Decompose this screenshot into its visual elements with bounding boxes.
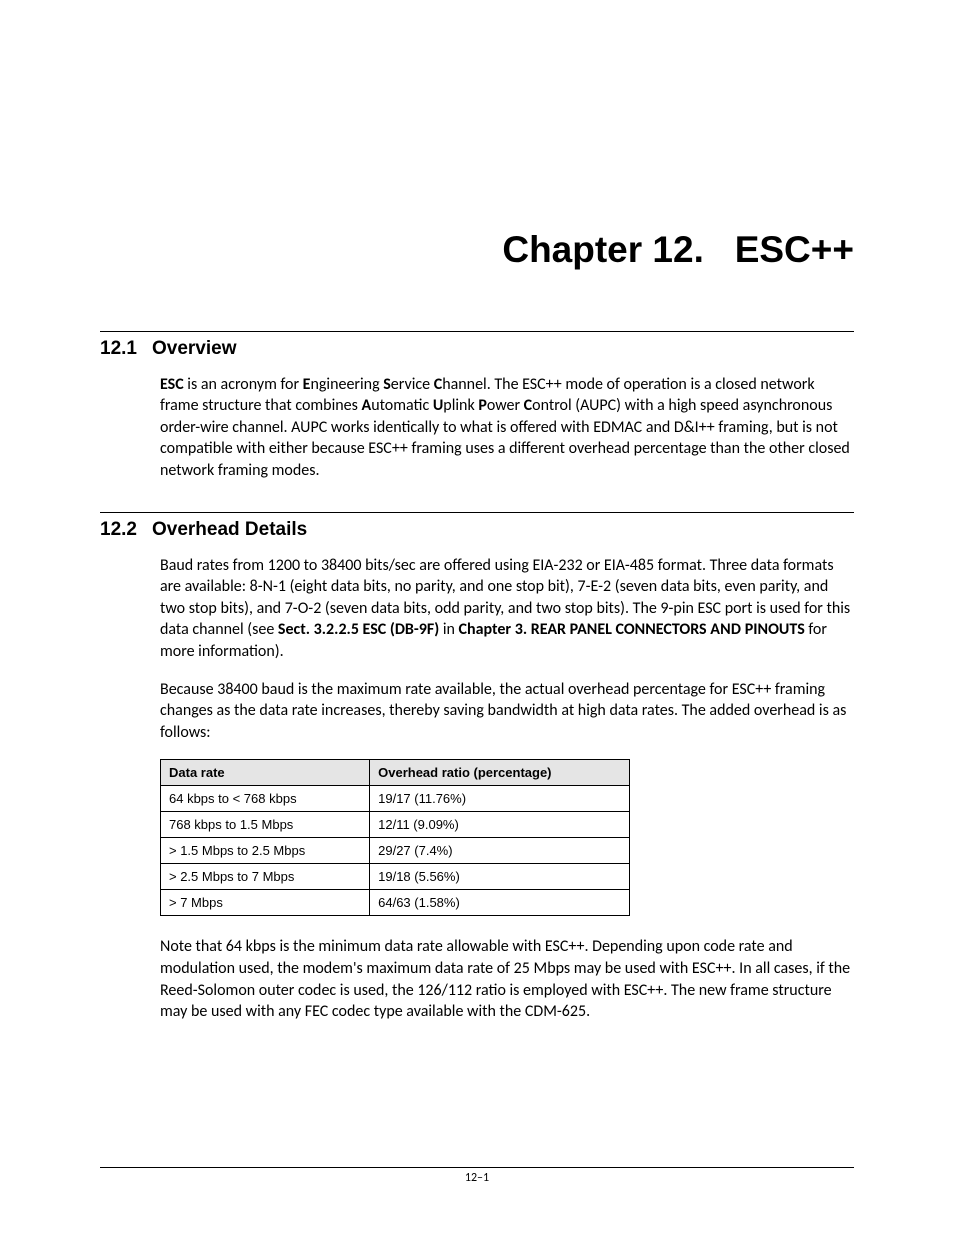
overview-body: ESC is an acronym for Engineering Servic… — [160, 374, 854, 482]
chapter-label: Chapter 12. — [502, 229, 704, 270]
cell-datarate: 768 kbps to 1.5 Mbps — [161, 812, 370, 838]
page-number: 12–1 — [100, 1171, 854, 1185]
cell-datarate: > 1.5 Mbps to 2.5 Mbps — [161, 838, 370, 864]
section-heading-overhead: 12.2 Overhead Details — [100, 519, 854, 541]
table-header-row: Data rate Overhead ratio (percentage) — [161, 760, 630, 786]
page: Chapter 12. ESC++ 12.1 Overview ESC is a… — [0, 0, 954, 1235]
table-row: > 1.5 Mbps to 2.5 Mbps 29/27 (7.4%) — [161, 838, 630, 864]
table-row: 768 kbps to 1.5 Mbps 12/11 (9.09%) — [161, 812, 630, 838]
overhead-table: Data rate Overhead ratio (percentage) 64… — [160, 759, 630, 916]
table-row: > 7 Mbps 64/63 (1.58%) — [161, 890, 630, 916]
chapter-name: ESC++ — [735, 229, 854, 270]
section-number: 12.1 — [100, 338, 152, 360]
esc-bold: ESC — [160, 375, 184, 394]
cell-overhead: 19/17 (11.76%) — [370, 786, 630, 812]
cell-overhead: 19/18 (5.56%) — [370, 864, 630, 890]
section-title: Overhead Details — [152, 519, 854, 541]
table-header-datarate: Data rate — [161, 760, 370, 786]
cell-overhead: 29/27 (7.4%) — [370, 838, 630, 864]
page-footer: 12–1 — [100, 1167, 854, 1185]
overhead-para-1: Baud rates from 1200 to 38400 bits/sec a… — [160, 555, 854, 663]
chapter-title: Chapter 12. ESC++ — [100, 230, 854, 271]
section-heading-overview: 12.1 Overview — [100, 338, 854, 360]
footer-rule — [100, 1167, 854, 1168]
table-row: 64 kbps to < 768 kbps 19/17 (11.76%) — [161, 786, 630, 812]
table-header-overhead: Overhead ratio (percentage) — [370, 760, 630, 786]
section-title: Overview — [152, 338, 854, 360]
cell-overhead: 64/63 (1.58%) — [370, 890, 630, 916]
section-rule — [100, 331, 854, 332]
overview-paragraph: ESC is an acronym for Engineering Servic… — [160, 374, 854, 482]
cell-datarate: 64 kbps to < 768 kbps — [161, 786, 370, 812]
overhead-para-3: Note that 64 kbps is the minimum data ra… — [160, 936, 854, 1022]
section-rule — [100, 512, 854, 513]
overhead-body: Baud rates from 1200 to 38400 bits/sec a… — [160, 555, 854, 1023]
table-row: > 2.5 Mbps to 7 Mbps 19/18 (5.56%) — [161, 864, 630, 890]
section-number: 12.2 — [100, 519, 152, 541]
cell-overhead: 12/11 (9.09%) — [370, 812, 630, 838]
cell-datarate: > 2.5 Mbps to 7 Mbps — [161, 864, 370, 890]
overhead-para-2: Because 38400 baud is the maximum rate a… — [160, 679, 854, 744]
cell-datarate: > 7 Mbps — [161, 890, 370, 916]
